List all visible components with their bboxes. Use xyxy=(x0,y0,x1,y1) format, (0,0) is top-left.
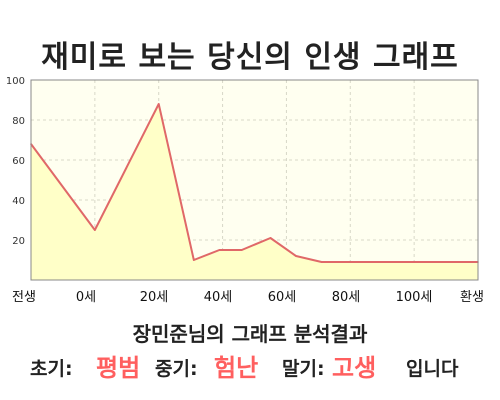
data-point xyxy=(94,229,96,231)
x-tick-label: 80세 xyxy=(331,290,361,305)
y-tick-label: 20 xyxy=(12,236,25,247)
plot-border xyxy=(30,79,479,281)
chart-title: 재미로 보는 당신의 인생 그래프 xyxy=(41,40,459,75)
data-point xyxy=(320,261,323,263)
y-tick-label: 100 xyxy=(6,76,25,87)
early-value: 평범 xyxy=(96,354,141,382)
data-point xyxy=(218,249,221,251)
x-tick-label: 전생 xyxy=(12,290,36,305)
y-tick-label: 80 xyxy=(12,116,25,127)
data-point xyxy=(269,237,272,239)
analysis-result: 초기: 평범 중기: 험난 말기: 고생 입니다 xyxy=(0,346,500,382)
x-tick-label: 60세 xyxy=(267,290,297,305)
x-tick-label: 0세 xyxy=(75,290,97,305)
late-label: 말기: xyxy=(282,358,325,380)
x-tick-label: 20세 xyxy=(139,290,169,305)
data-point xyxy=(413,261,415,263)
analysis-subtitle: 장민준님의 그래프 분석결과 xyxy=(132,322,368,346)
x-tick-label: 100세 xyxy=(395,290,433,305)
life-graph-chart: 20 40 60 80 100 xyxy=(6,76,479,281)
early-label: 초기: xyxy=(30,358,73,380)
y-tick-label: 60 xyxy=(12,156,25,167)
x-tick-label: 40세 xyxy=(203,290,233,305)
result-suffix: 입니다 xyxy=(406,358,459,380)
data-point xyxy=(193,259,195,261)
data-point xyxy=(240,249,243,251)
series-area xyxy=(31,104,478,280)
mid-label: 중기: xyxy=(155,358,198,380)
data-point xyxy=(295,255,297,257)
mid-value: 험난 xyxy=(214,354,259,382)
y-tick-label: 40 xyxy=(12,196,25,207)
x-tick-label: 환생 xyxy=(460,290,484,305)
late-value: 고생 xyxy=(332,354,377,382)
data-point xyxy=(157,103,160,105)
